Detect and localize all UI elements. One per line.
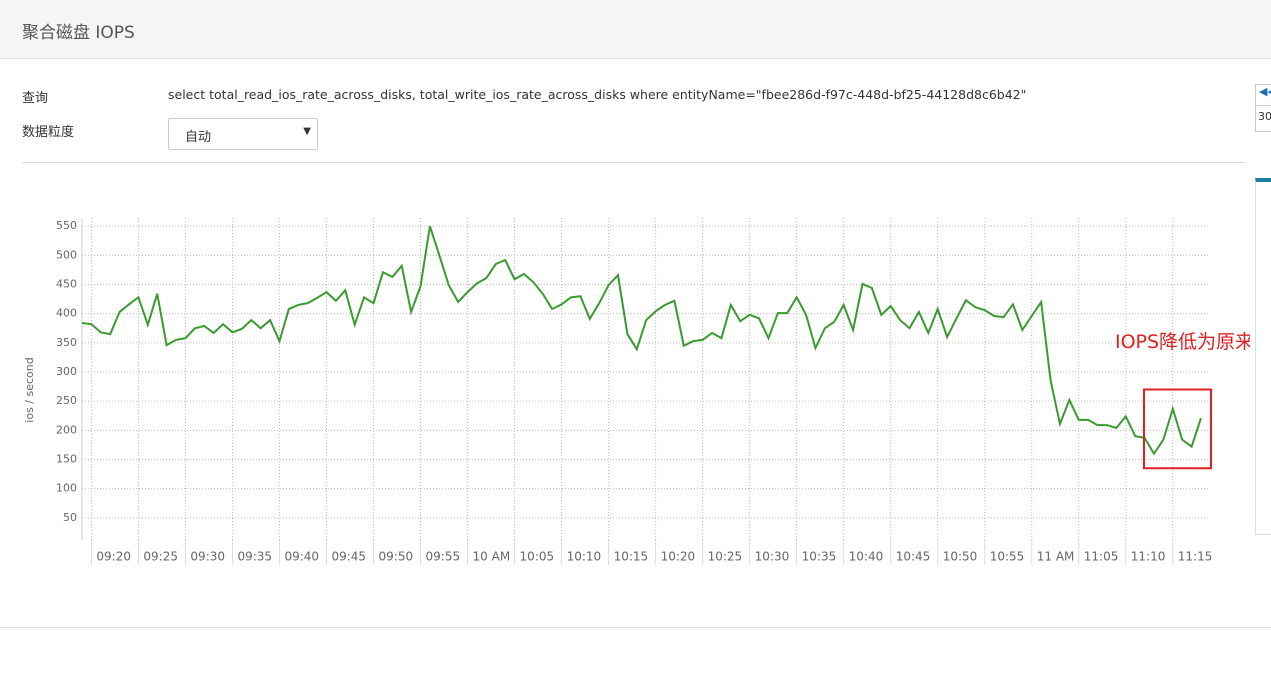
y-tick-label: 50 bbox=[63, 511, 77, 524]
select-arrow: ▼ bbox=[303, 126, 311, 137]
x-tick-label: 09:30 bbox=[190, 550, 225, 564]
granularity-label: 数据粒度 bbox=[22, 125, 75, 140]
y-tick-label: 450 bbox=[56, 278, 77, 291]
y-tick-label: 400 bbox=[56, 307, 77, 320]
x-tick-label: 10:45 bbox=[896, 550, 931, 564]
x-tick-label: 09:45 bbox=[331, 550, 366, 564]
x-tick-label: 11:10 bbox=[1131, 550, 1166, 564]
header: 聚合磁盘 IOPS bbox=[0, 0, 1271, 59]
y-tick-label: 500 bbox=[56, 248, 77, 261]
x-tick-label: 09:20 bbox=[96, 550, 131, 564]
y-axis-label: ios / second bbox=[23, 357, 36, 422]
query-label: 查询 bbox=[22, 91, 49, 106]
annotation-box bbox=[1142, 388, 1212, 470]
y-tick-label: 250 bbox=[56, 394, 77, 407]
x-tick-label: 10 AM bbox=[473, 550, 511, 564]
x-tick-label: 11:15 bbox=[1178, 550, 1213, 564]
x-tick-label: 09:35 bbox=[237, 550, 272, 564]
x-tick-label: 10:15 bbox=[614, 550, 649, 564]
y-tick-label: 350 bbox=[56, 336, 77, 349]
side-panel bbox=[1255, 178, 1271, 535]
y-tick-label: 300 bbox=[56, 365, 77, 378]
divider bbox=[0, 627, 1271, 628]
x-tick-label: 10:35 bbox=[802, 550, 837, 564]
y-tick-label: 100 bbox=[56, 482, 77, 495]
side-value: 30 bbox=[1258, 110, 1271, 123]
x-tick-label: 10:10 bbox=[567, 550, 602, 564]
x-tick-label: 11:05 bbox=[1084, 550, 1119, 564]
x-tick-label: 09:50 bbox=[379, 550, 414, 564]
x-tick-label: 09:40 bbox=[284, 550, 319, 564]
x-tick-label: 10:20 bbox=[661, 550, 696, 564]
divider bbox=[22, 162, 1245, 163]
data-line bbox=[81, 225, 1202, 456]
granularity-select[interactable]: 自动 ▼ bbox=[168, 118, 318, 150]
x-tick-label: 10:55 bbox=[990, 550, 1025, 564]
annotation-text: IOPS降低为原来的一半 bbox=[1115, 331, 1250, 353]
y-tick-label: 150 bbox=[56, 453, 77, 466]
x-tick-label: 11 AM bbox=[1037, 550, 1075, 564]
y-tick-label: 200 bbox=[56, 423, 77, 436]
x-tick-label: 10:50 bbox=[943, 550, 978, 564]
x-tick-label: 10:30 bbox=[755, 550, 790, 564]
nav-button[interactable]: ◀◀ bbox=[1256, 85, 1271, 106]
page-title: 聚合磁盘 IOPS bbox=[22, 23, 135, 43]
select-value: 自动 bbox=[185, 130, 212, 145]
x-tick-label: 10:25 bbox=[708, 550, 743, 564]
query-text: select total_read_ios_rate_across_disks,… bbox=[168, 87, 1027, 102]
x-tick-label: 09:55 bbox=[426, 550, 461, 564]
side-control[interactable]: ◀◀ 30 bbox=[1255, 84, 1271, 132]
y-tick-label: 550 bbox=[56, 219, 77, 232]
x-tick-label: 09:25 bbox=[143, 550, 178, 564]
x-tick-label: 10:05 bbox=[520, 550, 555, 564]
x-tick-label: 10:40 bbox=[849, 550, 884, 564]
